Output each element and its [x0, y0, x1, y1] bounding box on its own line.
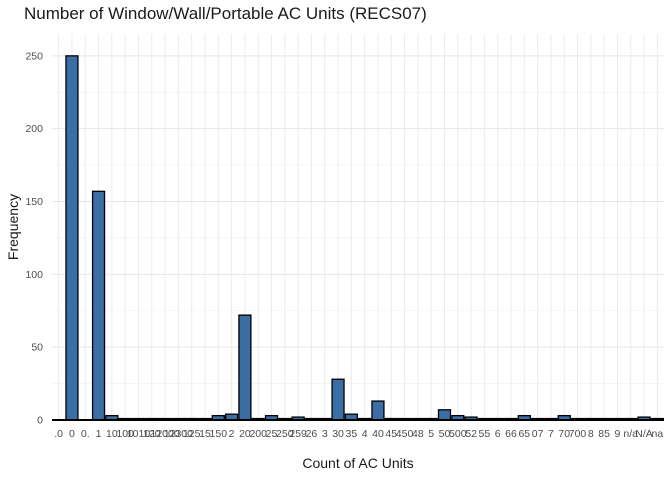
- x-tick-label: 250: [276, 428, 294, 440]
- x-tick-label: 125: [183, 428, 201, 440]
- x-tick-label: 9: [615, 428, 621, 440]
- x-tick-label: 0.: [81, 428, 90, 440]
- bar-0: [65, 55, 79, 421]
- y-tick-label: 200: [25, 123, 43, 135]
- bar-3: [331, 378, 345, 421]
- y-tick-label: 50: [31, 342, 43, 354]
- x-tick-label: 4: [362, 428, 368, 440]
- x-tick-label: 1: [96, 428, 102, 440]
- x-tick-label: 500: [449, 428, 467, 440]
- x-tick-label: 8: [588, 428, 594, 440]
- y-tick-label: 250: [25, 50, 43, 62]
- x-tick-label: 2: [229, 428, 235, 440]
- x-tick-label: 0: [69, 428, 75, 440]
- x-tick-label: 85: [598, 428, 610, 440]
- grid-lines: [52, 34, 664, 421]
- bar-5: [437, 409, 452, 421]
- x-tick-label: 1010: [127, 428, 151, 440]
- x-tick-label: 50: [439, 428, 451, 440]
- x-tick-label: 259: [289, 428, 307, 440]
- x-tick-label: na: [652, 428, 664, 440]
- x-tick-label: .0: [54, 428, 63, 440]
- chart-title: Number of Window/Wall/Portable AC Units …: [24, 4, 427, 23]
- x-tick-label: 26: [306, 428, 318, 440]
- y-tick-label: 150: [25, 196, 43, 208]
- x-tick-label: 700: [569, 428, 587, 440]
- x-tick-label: 45: [385, 428, 397, 440]
- x-tick-label: 25: [266, 428, 278, 440]
- x-tick-label: 100: [116, 428, 134, 440]
- x-tick-label: 40: [372, 428, 384, 440]
- x-tick-label: 12000: [150, 428, 179, 440]
- x-tick-label: 52: [465, 428, 477, 440]
- x-tick-label: 7: [548, 428, 554, 440]
- bar-2: [238, 314, 252, 421]
- bar-1: [91, 190, 106, 421]
- x-tick-label: 48: [412, 428, 424, 440]
- x-tick-label: 3: [322, 428, 328, 440]
- x-tick-label: 07: [532, 428, 544, 440]
- x-tick-label: N/A: [635, 428, 653, 440]
- x-tick-label: 35: [346, 428, 358, 440]
- x-tick-label: 70: [558, 428, 570, 440]
- x-tick-label: 55: [479, 428, 491, 440]
- bar-4: [371, 400, 385, 421]
- x-tick-label: 450: [396, 428, 414, 440]
- x-tick-label: 30: [332, 428, 344, 440]
- x-tick-label: 66: [505, 428, 517, 440]
- x-tick-label: 20: [239, 428, 251, 440]
- x-axis-title: Count of AC Units: [302, 455, 413, 471]
- x-tick-label: n/a: [623, 428, 638, 440]
- y-tick-label: 0: [37, 415, 43, 427]
- y-tick-label: 100: [25, 269, 43, 281]
- x-tick-label: 12300: [164, 428, 193, 440]
- x-tick-label: 150: [210, 428, 228, 440]
- x-tick-label: 15: [199, 428, 211, 440]
- x-tick-label: 200: [249, 428, 267, 440]
- x-tick-label: 10: [106, 428, 118, 440]
- y-axis-title: Frequency: [5, 194, 21, 260]
- y-tick-labels: 0 50 100 150 200 250: [25, 50, 43, 426]
- x-tick-label: 120: [143, 428, 161, 440]
- x-tick-label: 6: [495, 428, 501, 440]
- x-tick-label: 65: [518, 428, 530, 440]
- x-tick-label: 5: [428, 428, 434, 440]
